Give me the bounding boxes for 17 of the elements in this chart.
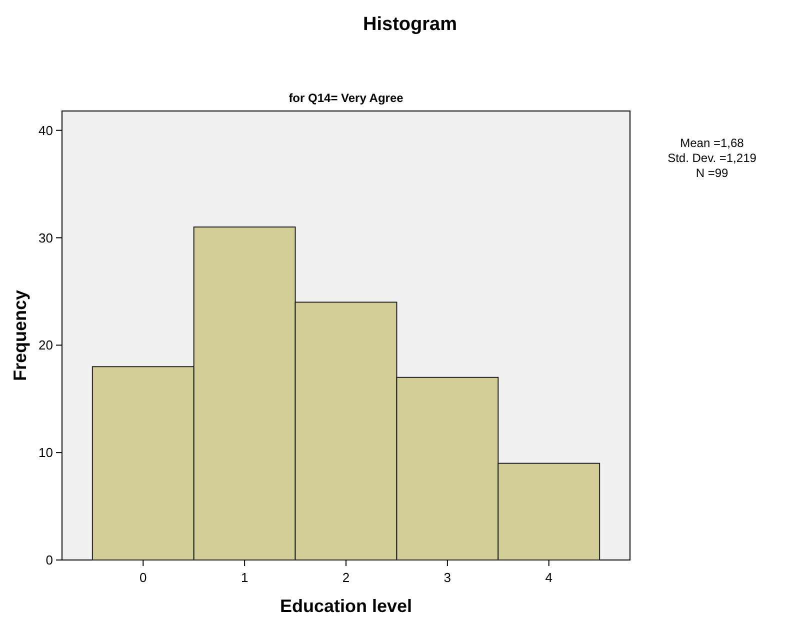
chart-title: Histogram (363, 14, 457, 35)
y-tick-label: 10 (38, 445, 53, 460)
x-tick-label: 1 (240, 570, 248, 585)
x-tick-label: 3 (444, 570, 452, 585)
x-tick-label: 2 (342, 570, 350, 585)
y-tick-label: 30 (38, 230, 53, 246)
text: N =99 (696, 166, 728, 180)
y-tick-label: 0 (46, 552, 53, 568)
x-axis-title: Education level (280, 596, 412, 616)
chart-subtitle: for Q14= Very Agree (288, 91, 404, 105)
x-tick-label: 4 (545, 570, 552, 585)
x-tick-label: 0 (140, 570, 147, 585)
y-tick-label: 20 (38, 338, 53, 353)
text: Mean =1,68 (680, 136, 744, 150)
y-tick-label: 40 (38, 122, 53, 138)
y-axis-title: Frequency (10, 290, 30, 382)
text: Std. Dev. =1,219 (668, 151, 757, 165)
